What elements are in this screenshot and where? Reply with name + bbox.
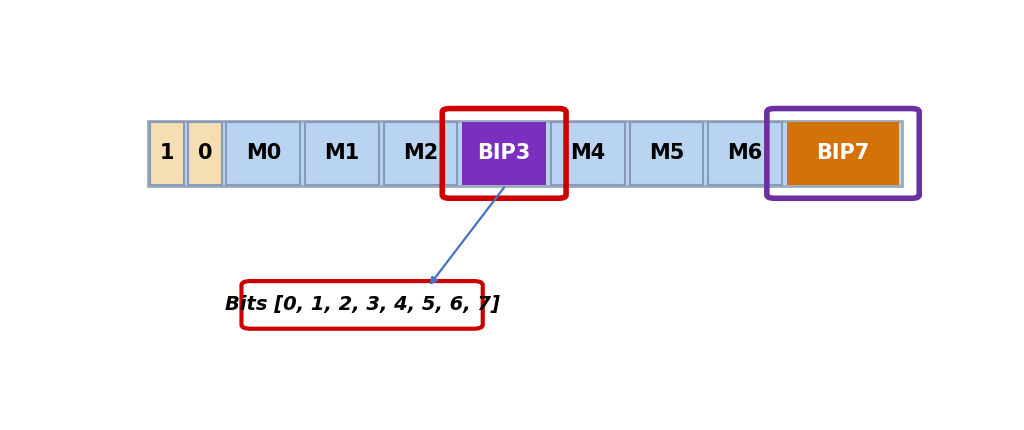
FancyBboxPatch shape: [242, 281, 482, 329]
Text: M1: M1: [325, 144, 359, 163]
FancyBboxPatch shape: [384, 122, 458, 185]
Text: 0: 0: [198, 144, 212, 163]
FancyBboxPatch shape: [462, 122, 546, 185]
Text: Bits [0, 1, 2, 3, 4, 5, 6, 7]: Bits [0, 1, 2, 3, 4, 5, 6, 7]: [224, 295, 500, 314]
FancyBboxPatch shape: [147, 121, 902, 186]
Text: BIP3: BIP3: [477, 144, 530, 163]
Text: M4: M4: [570, 144, 605, 163]
Text: 1: 1: [160, 144, 174, 163]
Text: M6: M6: [727, 144, 763, 163]
FancyBboxPatch shape: [305, 122, 379, 185]
Text: M0: M0: [246, 144, 281, 163]
FancyBboxPatch shape: [151, 122, 183, 185]
FancyBboxPatch shape: [786, 122, 899, 185]
Text: M2: M2: [402, 144, 438, 163]
FancyBboxPatch shape: [709, 122, 782, 185]
Text: BIP7: BIP7: [816, 144, 869, 163]
FancyBboxPatch shape: [226, 122, 300, 185]
FancyBboxPatch shape: [630, 122, 703, 185]
FancyBboxPatch shape: [551, 122, 625, 185]
FancyBboxPatch shape: [188, 122, 221, 185]
Text: M5: M5: [649, 144, 684, 163]
